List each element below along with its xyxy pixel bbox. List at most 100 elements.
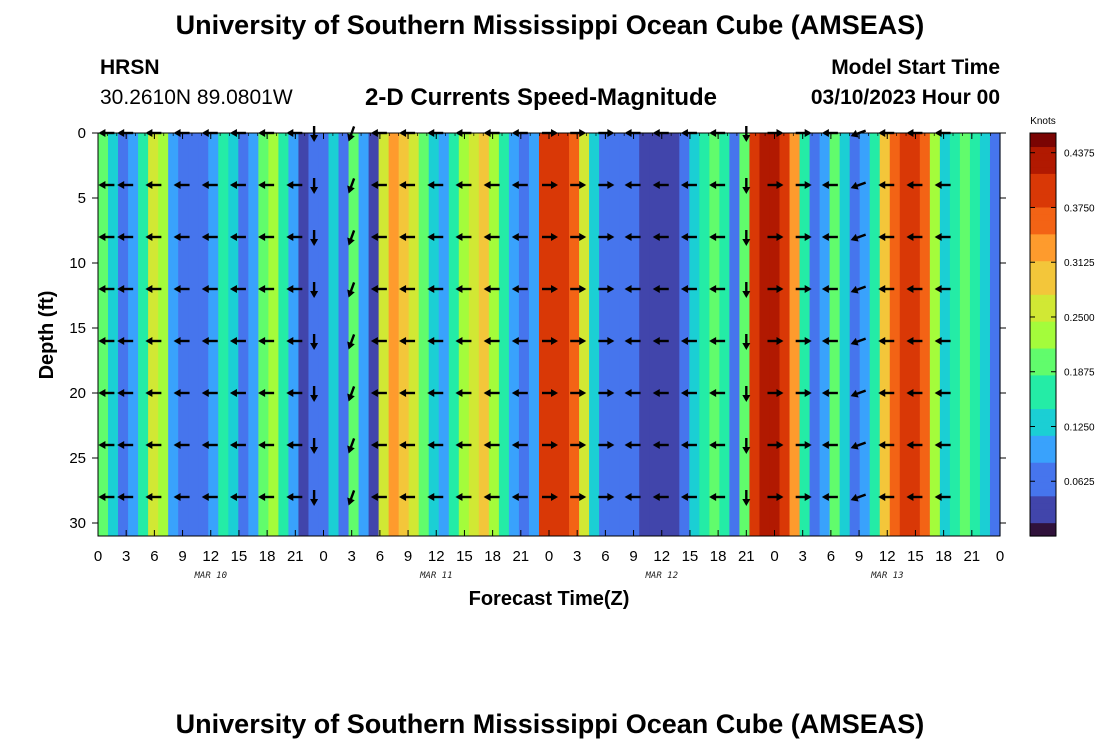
colorbar-tick-label: 0.4375 bbox=[1064, 149, 1095, 160]
colorbar-segment bbox=[1030, 482, 1056, 490]
current-vector bbox=[680, 337, 697, 345]
current-vector bbox=[310, 282, 319, 298]
colorbar-unit: Knots bbox=[1030, 116, 1056, 127]
heatmap-column bbox=[689, 133, 700, 536]
current-vector bbox=[173, 441, 190, 449]
x-tick-label: 3 bbox=[799, 548, 807, 565]
current-vector bbox=[399, 389, 416, 397]
current-vector bbox=[850, 285, 867, 294]
x-tick-label: 21 bbox=[512, 548, 529, 565]
x-tick-label: 3 bbox=[122, 548, 130, 565]
heatmap-column bbox=[819, 133, 831, 536]
x-tick-label: 18 bbox=[484, 548, 501, 565]
colorbar-tick-label: 0.3750 bbox=[1064, 203, 1095, 214]
current-vector bbox=[795, 441, 812, 449]
y-tick-label: 5 bbox=[78, 190, 86, 207]
current-vector bbox=[483, 181, 500, 189]
current-vector bbox=[570, 441, 587, 449]
current-vector bbox=[570, 493, 587, 501]
x-tick-label: 3 bbox=[348, 548, 356, 565]
current-vector bbox=[906, 233, 923, 241]
x-tick-label: 15 bbox=[231, 548, 248, 565]
current-vector bbox=[310, 230, 319, 246]
current-vector bbox=[145, 441, 162, 449]
current-vector bbox=[934, 233, 951, 241]
date-label: MAR 11 bbox=[419, 571, 453, 581]
current-vector bbox=[598, 181, 615, 189]
x-tick-label: 0 bbox=[770, 548, 778, 565]
colorbar-frame bbox=[1029, 132, 1057, 537]
colorbar-segment bbox=[1030, 139, 1056, 148]
current-vector bbox=[652, 493, 669, 501]
heatmap-column bbox=[238, 133, 249, 536]
x-tick-label: 0 bbox=[996, 548, 1004, 565]
current-vector bbox=[906, 285, 923, 293]
colorbar-segment bbox=[1030, 381, 1056, 389]
colorbar-segment bbox=[1030, 294, 1056, 302]
heatmap-column bbox=[318, 133, 330, 536]
current-vector bbox=[455, 285, 472, 293]
colorbar-segment bbox=[1030, 253, 1056, 262]
current-vector bbox=[286, 233, 303, 241]
current-vector bbox=[850, 441, 867, 450]
current-vector bbox=[850, 389, 867, 398]
current-vector bbox=[652, 181, 669, 189]
current-vector bbox=[399, 493, 416, 501]
current-vector bbox=[347, 282, 356, 298]
current-vector bbox=[201, 441, 218, 449]
current-vector bbox=[258, 337, 275, 345]
colorbar-segment bbox=[1030, 267, 1056, 275]
current-vector bbox=[742, 178, 751, 194]
current-vector bbox=[742, 282, 751, 298]
colorbar-segment bbox=[1030, 186, 1056, 195]
current-vector bbox=[795, 285, 812, 293]
current-vector bbox=[483, 493, 500, 501]
heatmap-column bbox=[288, 133, 300, 536]
chart-subtitle: 2-D Currents Speed-Magnitude bbox=[365, 84, 718, 111]
heatmap-column bbox=[969, 133, 981, 536]
current-vector bbox=[370, 493, 387, 501]
station-coordinates: 30.2610N 89.0801W bbox=[100, 86, 293, 109]
current-vector bbox=[201, 337, 218, 345]
heatmap-column bbox=[418, 133, 430, 536]
colorbar-segment bbox=[1030, 227, 1056, 235]
current-vector bbox=[286, 389, 303, 397]
heatmap-column bbox=[619, 133, 630, 536]
x-tick-label: 9 bbox=[855, 548, 863, 565]
current-vector bbox=[598, 493, 615, 501]
current-vector bbox=[906, 337, 923, 345]
current-vector bbox=[906, 441, 923, 449]
current-vector bbox=[542, 285, 558, 293]
current-vector bbox=[742, 230, 751, 246]
heatmap-column bbox=[939, 133, 951, 536]
current-vector bbox=[310, 334, 319, 350]
current-vector bbox=[201, 233, 218, 241]
current-vector bbox=[652, 233, 669, 241]
heatmap-column bbox=[208, 133, 219, 536]
x-tick-label: 12 bbox=[202, 548, 219, 565]
x-tick-label: 6 bbox=[150, 548, 158, 565]
x-tick-label: 15 bbox=[682, 548, 699, 565]
heatmap-column bbox=[178, 133, 189, 536]
current-vector bbox=[878, 337, 895, 345]
current-vector bbox=[742, 438, 751, 454]
colorbar-tick-label: 0.2500 bbox=[1064, 313, 1095, 324]
current-vector bbox=[598, 389, 615, 397]
current-vector bbox=[399, 233, 416, 241]
current-vector bbox=[680, 441, 697, 449]
current-vector bbox=[483, 285, 500, 293]
heatmap-column bbox=[388, 133, 400, 536]
heatmap-column bbox=[408, 133, 420, 536]
heatmap-column bbox=[248, 133, 259, 536]
current-vector bbox=[821, 285, 838, 293]
heatmap-column bbox=[168, 133, 179, 536]
date-label: MAR 13 bbox=[870, 571, 904, 581]
x-tick-label: 12 bbox=[879, 548, 896, 565]
current-vector bbox=[878, 181, 895, 189]
heatmap-cells bbox=[98, 133, 1001, 536]
current-vector bbox=[145, 389, 162, 397]
colorbar-segment bbox=[1030, 415, 1056, 423]
date-label: MAR 10 bbox=[193, 571, 227, 581]
x-tick-label: 6 bbox=[376, 548, 384, 565]
x-tick-label: 15 bbox=[907, 548, 924, 565]
